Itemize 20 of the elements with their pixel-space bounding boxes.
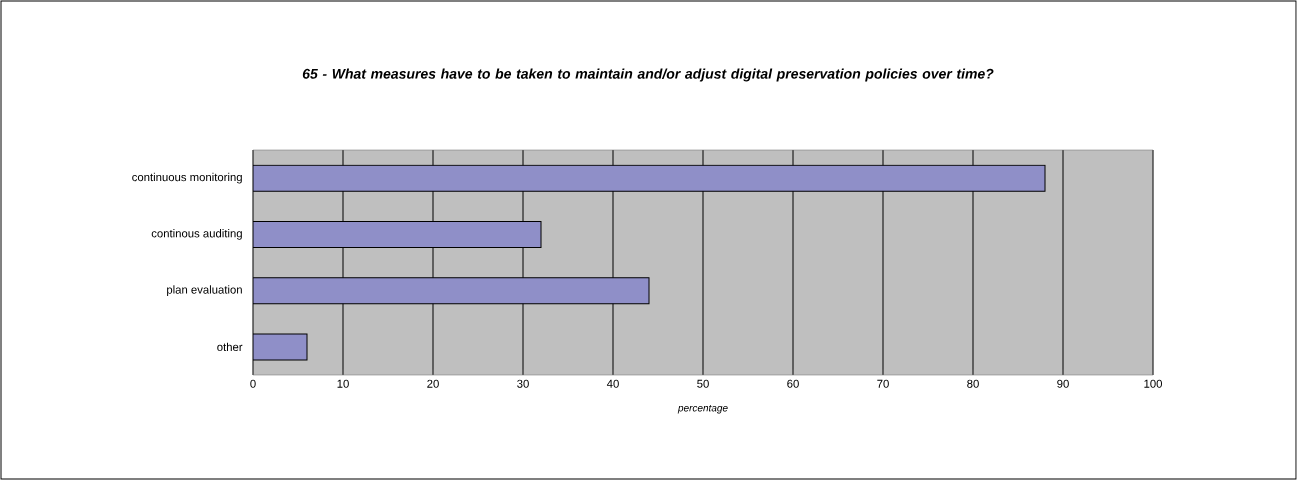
y-tick-label: continous auditing xyxy=(151,229,242,240)
bar xyxy=(253,277,650,305)
x-tick-label: 100 xyxy=(1144,379,1163,388)
x-tick-label: 40 xyxy=(606,379,619,388)
x-tick-label: 70 xyxy=(877,379,889,388)
x-tick-label: 60 xyxy=(787,379,799,388)
y-tick-label: other xyxy=(217,342,243,352)
x-tick-label: 10 xyxy=(337,379,349,388)
x-tick-label: 30 xyxy=(517,379,529,388)
bar xyxy=(253,220,542,248)
x-tick-label: 50 xyxy=(697,379,709,388)
y-tick-label: plan evaluation xyxy=(167,285,242,296)
x-tick-label: 80 xyxy=(967,379,979,388)
y-tick-label: continuous monitoring xyxy=(132,172,242,184)
chart-title: 65 - What measures have to be taken to maintain and/or adjust digital preservation policies over time? xyxy=(302,68,994,82)
x-tick-label: 90 xyxy=(1057,379,1069,388)
x-tick-label: 20 xyxy=(427,379,439,388)
bar xyxy=(253,164,1046,192)
x-tick-label: 0 xyxy=(250,379,256,388)
x-axis-title: percentage xyxy=(677,404,728,414)
